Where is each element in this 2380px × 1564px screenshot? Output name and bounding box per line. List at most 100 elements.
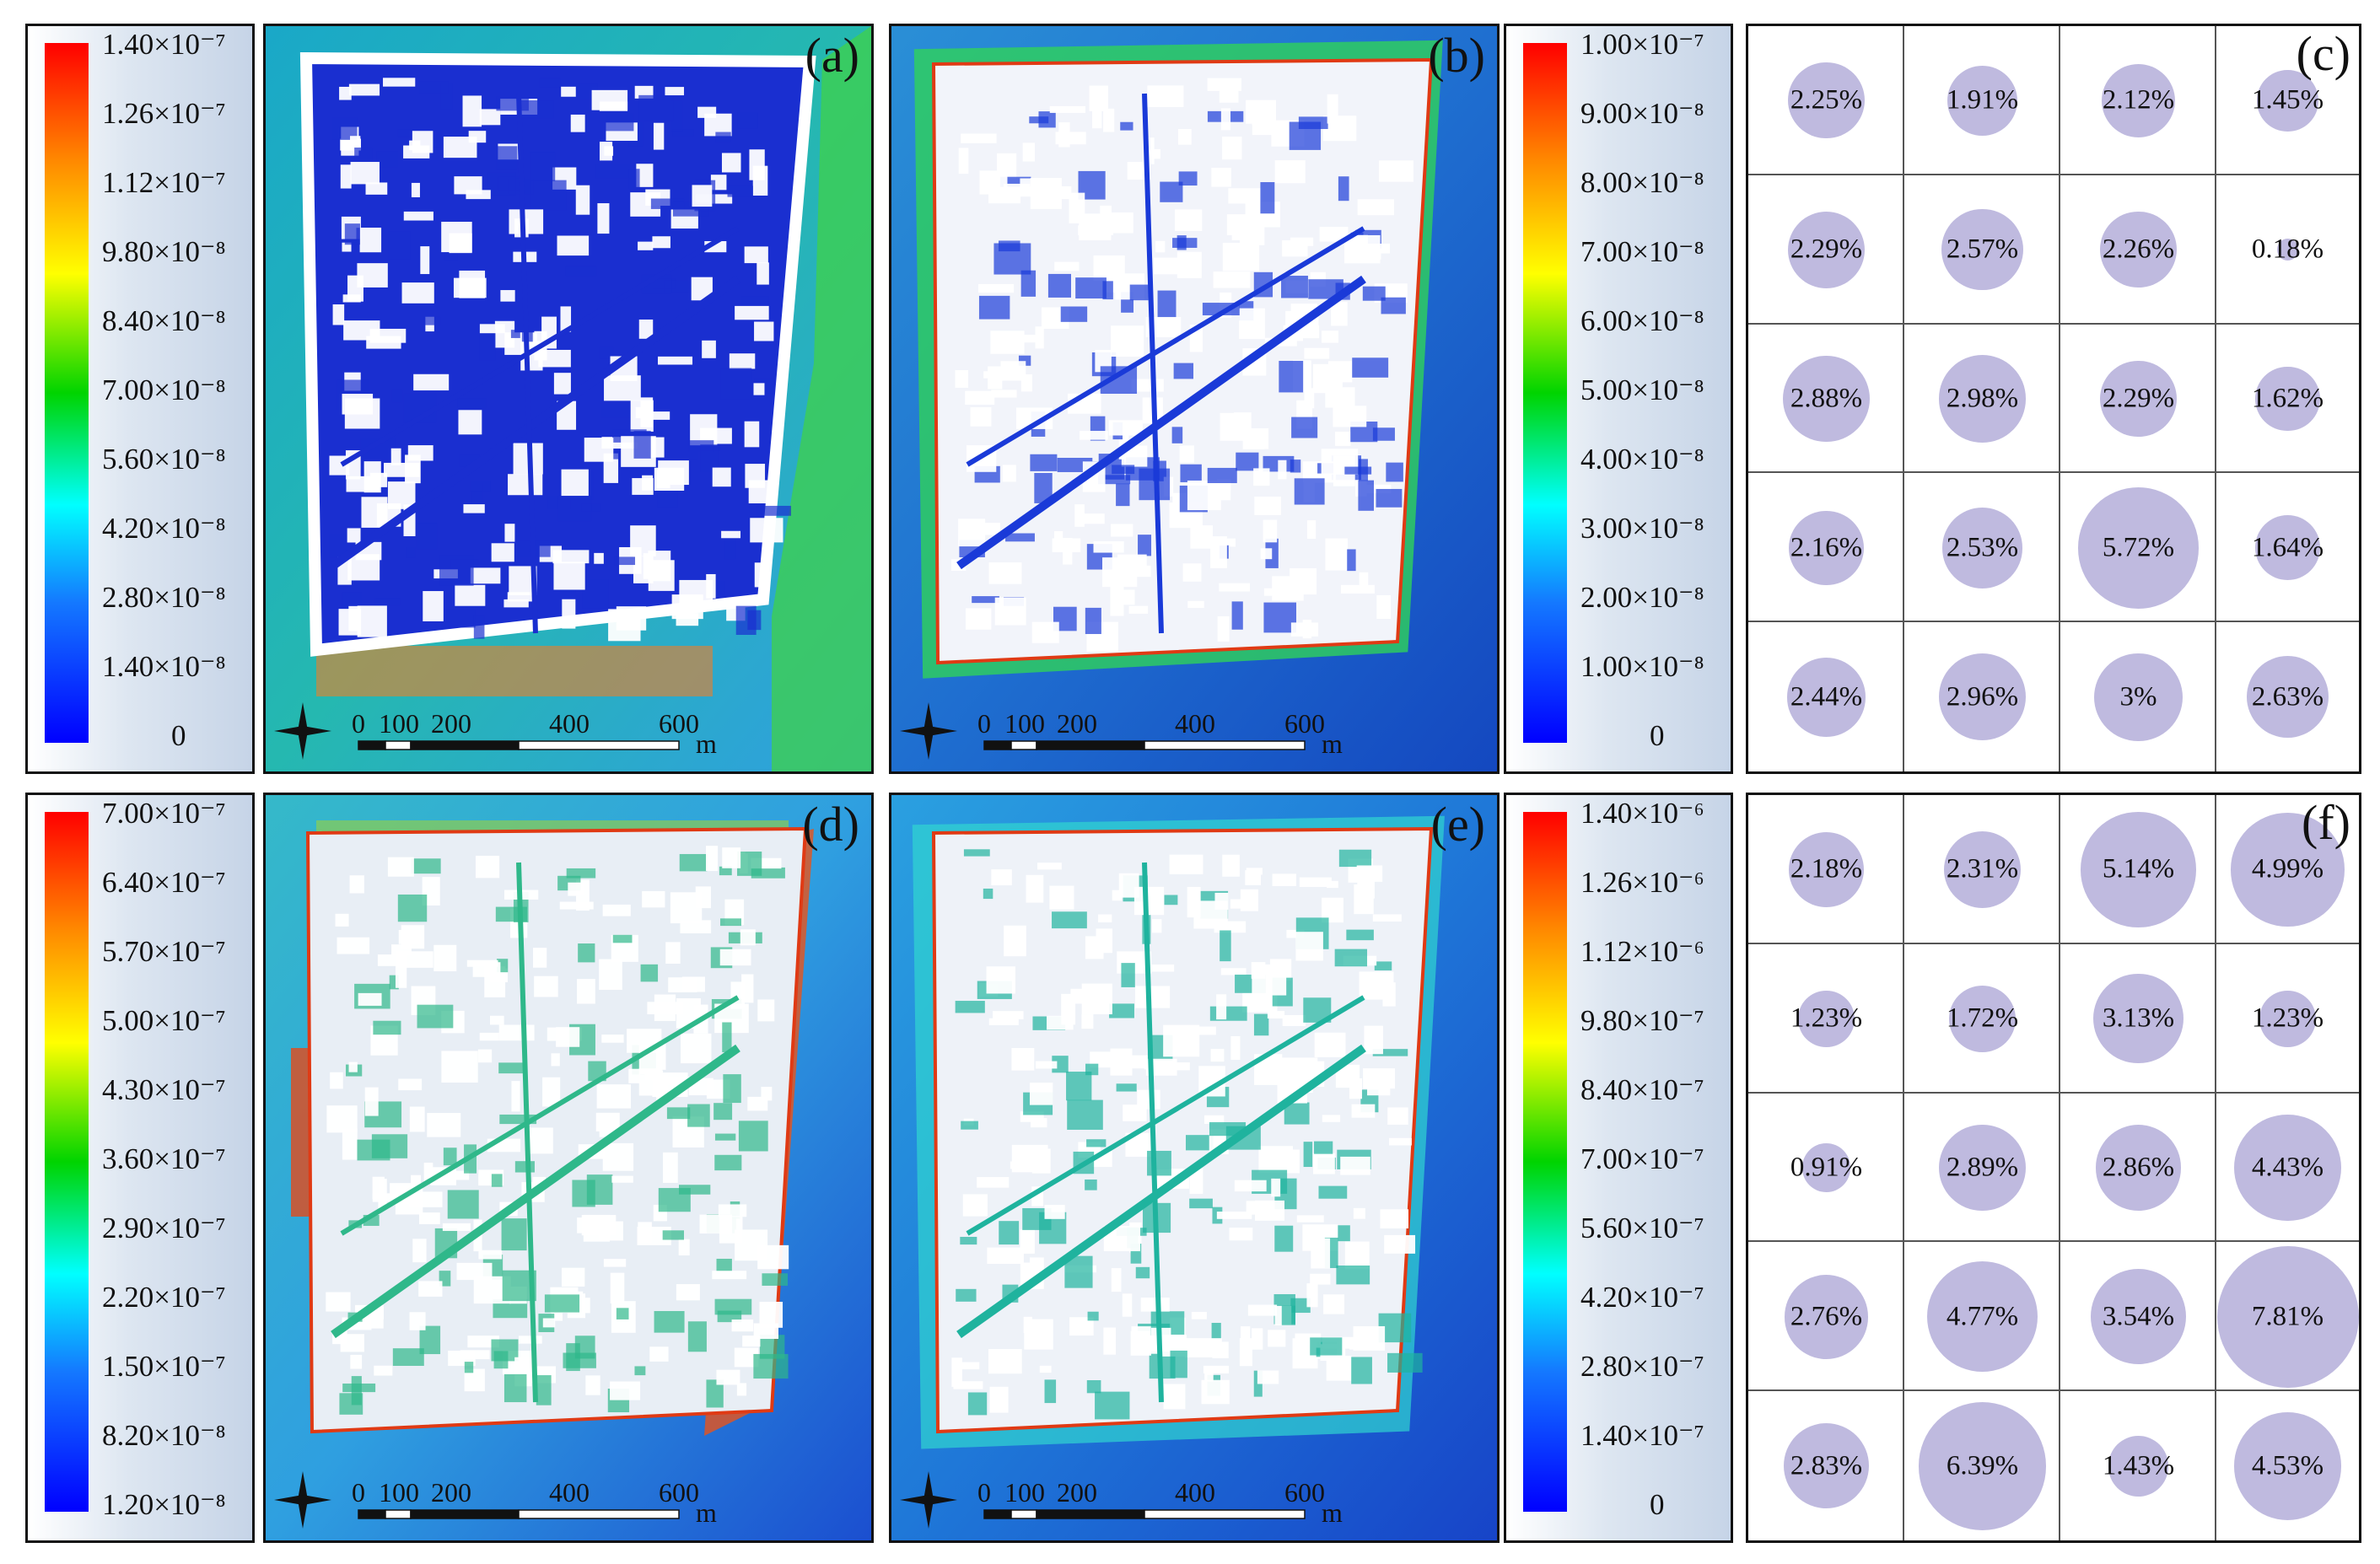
bubble-value-label: 2.44% xyxy=(1790,681,1863,712)
colorbar-tick-label: 1.50×10⁻⁷ xyxy=(102,1350,226,1383)
panel-label: (c) xyxy=(2296,26,2350,81)
colorbar-tick-label: 8.20×10⁻⁸ xyxy=(102,1419,226,1452)
bubble-mark xyxy=(1783,355,1870,442)
bubble-value-label: 1.43% xyxy=(2102,1450,2175,1481)
bubble-mark xyxy=(1788,211,1865,288)
grid-cell xyxy=(2060,473,2216,623)
scale-bar-label: 600 xyxy=(659,708,699,739)
bubble-mark xyxy=(2231,813,2345,927)
bubble-value-label: 2.57% xyxy=(1946,234,2019,265)
scale-bar-label: 0 xyxy=(352,708,365,739)
colorbar-tick-label: 1.40×10⁻⁶ xyxy=(1580,797,1704,830)
bubble-value-label: 4.77% xyxy=(1946,1301,2019,1332)
map-panel-d: 0 100 200 400 600 m (d) xyxy=(263,793,874,1543)
bubble-value-label: 2.63% xyxy=(2251,681,2324,712)
grid-cell xyxy=(2060,795,2216,944)
colorbar-tick-label: 4.00×10⁻⁸ xyxy=(1580,443,1704,476)
bubble-mark xyxy=(1947,65,2018,136)
panel-label: (d) xyxy=(802,797,859,852)
bubble-value-label: 1.64% xyxy=(2251,532,2324,563)
grid-cell xyxy=(2060,26,2216,175)
colorbar-legend-b: 1.00×10⁻⁷ 9.00×10⁻⁸ 8.00×10⁻⁸ 7.00×10⁻⁸ 6.00… xyxy=(1504,24,1733,774)
bubble-grid-c: 2.25% 1.91% 2.12% 1.45% 2.29% 2.57% 2.26% 0.18%… xyxy=(1746,24,2361,774)
panel-label: (a) xyxy=(805,28,859,83)
grid-cell xyxy=(2060,943,2216,1094)
panel-label: (f) xyxy=(2302,795,2350,850)
colorbar-tick-label: 7.00×10⁻⁸ xyxy=(102,374,226,406)
panel-label: (b) xyxy=(1428,28,1485,83)
bubble-value-label: 2.16% xyxy=(1790,532,1863,563)
bubble-mark xyxy=(2081,812,2196,927)
bubble-mark xyxy=(2259,990,2316,1047)
grid-cell xyxy=(2216,325,2359,474)
bubble-value-label: 2.29% xyxy=(2102,383,2175,414)
bubble-value-label: 0.18% xyxy=(2251,234,2324,265)
colorbar-legend-d: 7.00×10⁻⁷ 6.40×10⁻⁷ 5.70×10⁻⁷ 5.00×10⁻⁷ 4.30… xyxy=(25,793,255,1543)
bubble-value-label: 2.53% xyxy=(1946,532,2019,563)
grid-cell xyxy=(1748,1093,1904,1243)
bubble-value-label: 2.76% xyxy=(1790,1301,1863,1332)
grid-cell xyxy=(1748,1242,1904,1392)
bubble-value-label: 2.89% xyxy=(1946,1152,2019,1183)
bubble-value-label: 2.18% xyxy=(1790,853,1863,884)
scale-bar-label: 0 xyxy=(977,1477,991,1508)
grid-cell xyxy=(1748,943,1904,1094)
bubble-mark xyxy=(2090,1269,2187,1365)
colorbar-tick-label: 1.00×10⁻⁷ xyxy=(1580,28,1704,61)
colorbar-tick-label: 1.26×10⁻⁷ xyxy=(102,97,226,130)
bubble-mark xyxy=(1784,1274,1869,1359)
scale-bar-label: 200 xyxy=(431,708,471,739)
bubble-mark xyxy=(2233,1411,2342,1520)
bubble-value-label: 4.99% xyxy=(2251,853,2324,884)
colorbar xyxy=(1523,43,1567,743)
colorbar-tick-label: 2.00×10⁻⁸ xyxy=(1580,581,1704,614)
colorbar-tick-label: 1.26×10⁻⁶ xyxy=(1580,866,1704,899)
colorbar-tick-label: 2.90×10⁻⁷ xyxy=(102,1212,226,1244)
bubble-value-label: 2.26% xyxy=(2102,234,2175,265)
colorbar-tick-label: 7.00×10⁻⁸ xyxy=(1580,235,1704,268)
colorbar-tick-label: 4.20×10⁻⁷ xyxy=(1580,1281,1704,1314)
bubble-mark xyxy=(1941,507,2023,589)
scale-bar-unit: m xyxy=(696,728,717,759)
bubble-value-label: 2.25% xyxy=(1790,84,1863,116)
colorbar-tick-label: 2.80×10⁻⁷ xyxy=(1580,1350,1704,1383)
bubble-mark xyxy=(2255,366,2320,432)
bubble-value-label: 1.72% xyxy=(1946,1002,2019,1034)
bubble-value-label: 3% xyxy=(2119,681,2157,712)
grid-cell xyxy=(1904,324,2060,474)
map-panel-e: 0 100 200 400 600 m (e) xyxy=(889,793,1500,1543)
colorbar-tick-label: 4.30×10⁻⁷ xyxy=(102,1073,226,1106)
scale-bar-label: 0 xyxy=(977,708,991,739)
bubble-value-label: 2.88% xyxy=(1790,383,1863,414)
bubble-mark xyxy=(1786,657,1866,737)
colorbar-tick-label: 1.40×10⁻⁷ xyxy=(1580,1419,1704,1452)
colorbar-tick-label: 9.80×10⁻⁷ xyxy=(1580,1004,1704,1037)
map-panel-b: 0 100 200 400 600 m (b) xyxy=(889,24,1500,774)
bubble-mark xyxy=(1918,1401,2047,1530)
grid-cell xyxy=(1748,622,1904,771)
bubble-mark xyxy=(2234,1114,2341,1222)
colorbar-tick-label: 1.00×10⁻⁸ xyxy=(1580,650,1704,683)
bubble-value-label: 1.23% xyxy=(2251,1002,2324,1034)
scale-bar-label: 200 xyxy=(1057,708,1097,739)
scale-bar-label: 200 xyxy=(431,1477,471,1508)
colorbar-tick-label: 5.00×10⁻⁸ xyxy=(1580,374,1704,406)
colorbar xyxy=(45,812,89,1512)
colorbar-tick-label: 6.40×10⁻⁷ xyxy=(102,866,226,899)
colorbar-tick-label: 4.20×10⁻⁸ xyxy=(102,512,226,545)
colorbar-tick-label: 3.60×10⁻⁷ xyxy=(102,1142,226,1175)
grid-cell xyxy=(1904,1242,2060,1392)
bubble-mark xyxy=(1938,355,2027,443)
grid-cell xyxy=(2216,1242,2359,1392)
bubble-mark xyxy=(2100,212,2177,288)
scale-bar-label: 600 xyxy=(1284,1477,1325,1508)
colorbar-tick-label: 2.20×10⁻⁷ xyxy=(102,1281,226,1314)
bubble-value-label: 2.86% xyxy=(2102,1152,2175,1183)
bubble-value-label: 2.83% xyxy=(1790,1450,1863,1481)
scale-bar-label: 100 xyxy=(379,708,419,739)
scale-bar-label: 400 xyxy=(549,708,590,739)
bubble-value-label: 2.96% xyxy=(1946,681,2019,712)
bubble-mark xyxy=(1926,1261,2038,1373)
bubble-value-label: 6.39% xyxy=(1946,1450,2019,1481)
